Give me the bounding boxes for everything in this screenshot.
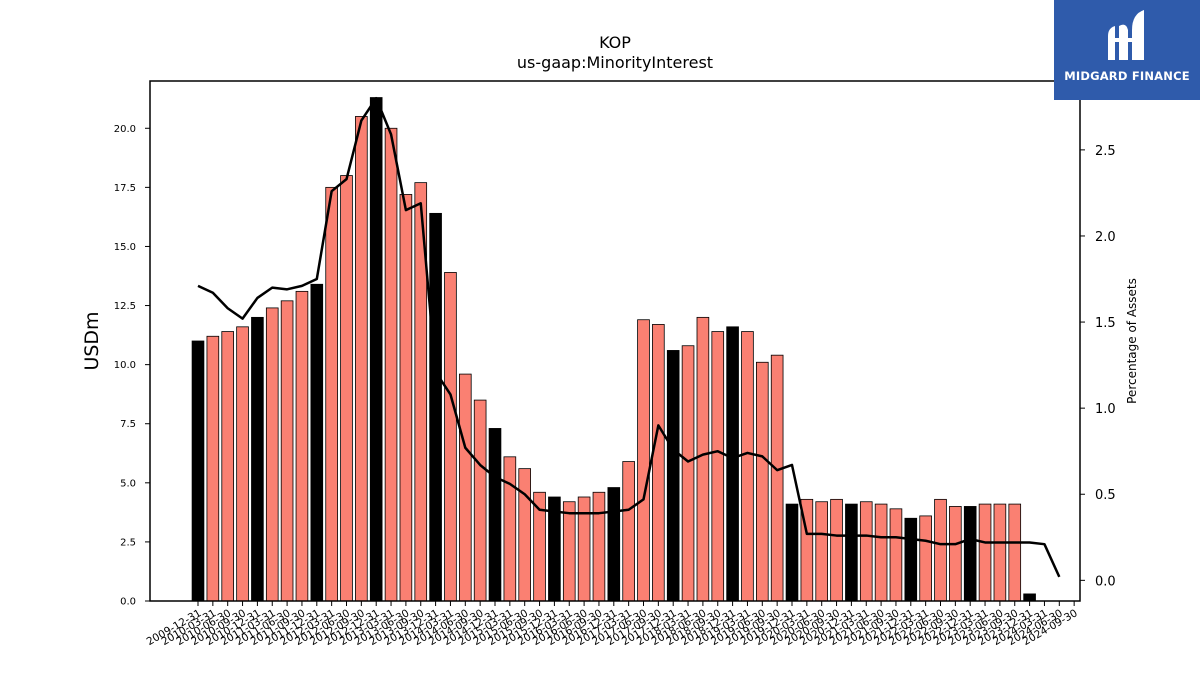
bar-35 xyxy=(696,316,710,602)
bar-52 xyxy=(949,506,962,602)
bar-45 xyxy=(845,503,858,602)
bar-14 xyxy=(384,127,398,602)
chart-title: KOP xyxy=(599,33,631,52)
y2-tick-label-4: 1.5 xyxy=(1095,316,1116,331)
bar-2 xyxy=(206,335,220,602)
bar-57 xyxy=(1023,593,1036,602)
y-tick-label-8: 17.5 xyxy=(114,183,136,194)
bar-38 xyxy=(741,331,754,602)
bar-12 xyxy=(355,116,368,602)
bar-56 xyxy=(1008,503,1022,602)
y2-tick-label-2: 0.5 xyxy=(1095,488,1116,503)
bar-15 xyxy=(399,194,413,602)
bar-37 xyxy=(726,326,739,602)
bar-40 xyxy=(770,354,784,602)
y-tick-label-4: 7.5 xyxy=(120,419,136,430)
bar-47 xyxy=(874,503,888,602)
bar-7 xyxy=(280,300,294,602)
bar-46 xyxy=(859,501,873,602)
bar-1 xyxy=(191,340,205,602)
bar-32 xyxy=(652,324,665,602)
y2-tick-label-5: 2.0 xyxy=(1095,230,1116,245)
y-tick-label-5: 10.0 xyxy=(114,360,136,371)
y-tick-label-2: 2.5 xyxy=(120,537,136,548)
bar-21 xyxy=(488,428,502,602)
bar-17 xyxy=(429,212,442,602)
bar-49 xyxy=(904,517,918,602)
midgard-logo-icon xyxy=(1108,10,1144,61)
bar-4 xyxy=(236,326,249,602)
line-group xyxy=(197,96,1061,578)
bar-23 xyxy=(518,468,531,602)
bar-19 xyxy=(458,373,472,602)
midgard-logo-text: MIDGARD FINANCE xyxy=(1064,69,1190,83)
bar-41 xyxy=(785,503,799,602)
bar-36 xyxy=(711,331,725,602)
y-tick-label-7: 15.0 xyxy=(114,242,136,253)
bar-44 xyxy=(830,498,843,602)
bar-26 xyxy=(562,501,576,602)
bar-53 xyxy=(963,506,977,602)
bar-10 xyxy=(325,186,338,602)
bar-33 xyxy=(666,350,680,602)
bar-50 xyxy=(919,515,932,602)
y2-tick-label-3: 1.0 xyxy=(1095,402,1116,417)
bar-39 xyxy=(756,361,769,602)
bar-48 xyxy=(889,508,903,602)
bar-51 xyxy=(934,498,947,602)
bar-31 xyxy=(637,319,650,602)
bar-9 xyxy=(310,283,324,602)
bar-5 xyxy=(251,316,264,602)
bar-6 xyxy=(265,307,279,602)
bar-54 xyxy=(978,503,992,602)
y-tick-label-6: 12.5 xyxy=(114,301,136,312)
y-tick-label-9: 20.0 xyxy=(114,124,136,135)
bar-group xyxy=(191,97,1036,602)
y-tick-label-3: 5.0 xyxy=(120,478,136,489)
y2-tick-label-1: 0.0 xyxy=(1095,574,1116,589)
bar-29 xyxy=(607,487,621,602)
bar-3 xyxy=(221,331,235,602)
bar-13 xyxy=(369,97,383,602)
midgard-logo: MIDGARD FINANCE xyxy=(1054,0,1200,100)
bar-20 xyxy=(473,399,487,602)
chart-subtitle: us-gaap:MinorityInterest xyxy=(517,53,713,72)
bar-18 xyxy=(444,272,457,602)
bar-55 xyxy=(993,503,1007,602)
bar-22 xyxy=(503,456,517,602)
y-axis-label: USDm xyxy=(81,311,103,370)
plot-frame xyxy=(149,80,1081,602)
axes: 0.0 2.5 5.0 7.5 10.0 12.5 15.0 17.5 20.0 0.0 0.5 1.… xyxy=(114,80,1116,648)
y2-tick-label-6: 2.5 xyxy=(1095,144,1116,159)
bar-34 xyxy=(681,345,695,602)
y2-axis-label: Percentage of Assets xyxy=(1125,278,1139,404)
bar-8 xyxy=(295,290,309,602)
bar-11 xyxy=(340,175,353,602)
bar-30 xyxy=(622,461,635,602)
bar-28 xyxy=(592,491,606,602)
y-tick-label-1: 0.0 xyxy=(120,597,136,608)
percentage-line xyxy=(197,96,1061,578)
bar-43 xyxy=(815,501,828,602)
